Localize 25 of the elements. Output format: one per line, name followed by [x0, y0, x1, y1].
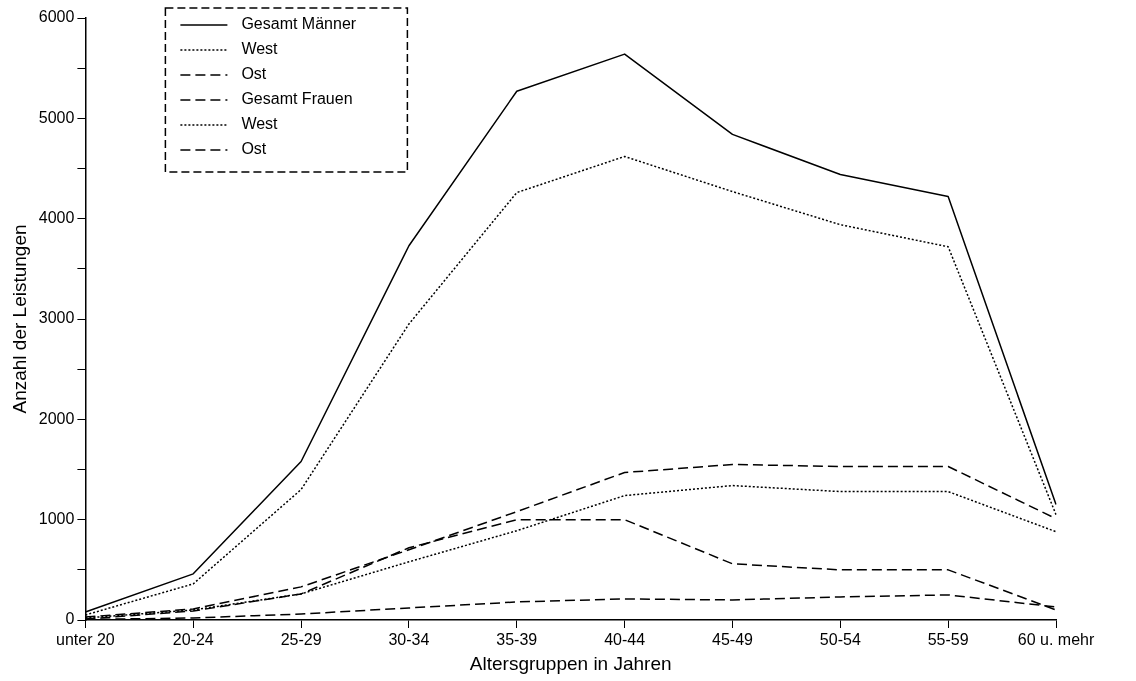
- x-axis-title: Altersgruppen in Jahren: [469, 652, 672, 674]
- y-axis-title: Anzahl der Leistungen: [8, 224, 30, 414]
- x-tick-label: 60 u. mehr: [1017, 631, 1095, 649]
- x-tick-label: unter 20: [56, 631, 115, 649]
- x-tick-label: 20-24: [172, 631, 214, 649]
- x-tick-label: 35-39: [496, 631, 538, 649]
- y-tick-label: 2000: [38, 409, 75, 427]
- y-tick-label: 1000: [38, 510, 75, 528]
- x-tick-label: 40-44: [604, 631, 646, 649]
- legend-label: West: [241, 40, 279, 58]
- x-tick-label: 30-34: [388, 631, 430, 649]
- x-tick-label: 50-54: [819, 631, 861, 649]
- x-tick-label: 55-59: [927, 631, 969, 649]
- y-tick-label: 3000: [38, 309, 75, 327]
- legend-label: Ost: [241, 140, 267, 158]
- legend-label: Ost: [241, 65, 267, 83]
- legend-label: West: [241, 115, 279, 133]
- x-tick-label: 25-29: [280, 631, 322, 649]
- y-tick-label: 4000: [38, 209, 75, 227]
- legend-label: Gesamt Männer: [241, 15, 357, 33]
- y-tick-label: 6000: [38, 8, 75, 26]
- y-tick-label: 5000: [38, 108, 75, 126]
- legend-label: Gesamt Frauen: [241, 90, 353, 108]
- y-tick-label: 0: [65, 610, 75, 628]
- x-tick-label: 45-49: [712, 631, 754, 649]
